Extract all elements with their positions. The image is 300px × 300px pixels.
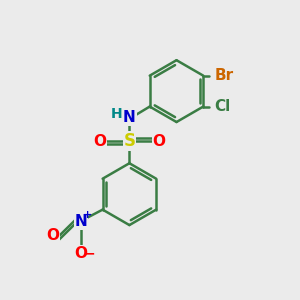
- Text: Br: Br: [215, 68, 234, 83]
- Text: +: +: [83, 210, 92, 220]
- Text: O: O: [93, 134, 106, 149]
- Text: S: S: [123, 132, 135, 150]
- Text: H: H: [111, 107, 123, 121]
- Text: O: O: [152, 134, 165, 149]
- Text: O: O: [46, 228, 59, 243]
- Text: N: N: [123, 110, 136, 125]
- Text: N: N: [74, 214, 87, 229]
- Text: Cl: Cl: [214, 99, 231, 114]
- Text: O: O: [74, 246, 87, 261]
- Text: −: −: [84, 246, 95, 260]
